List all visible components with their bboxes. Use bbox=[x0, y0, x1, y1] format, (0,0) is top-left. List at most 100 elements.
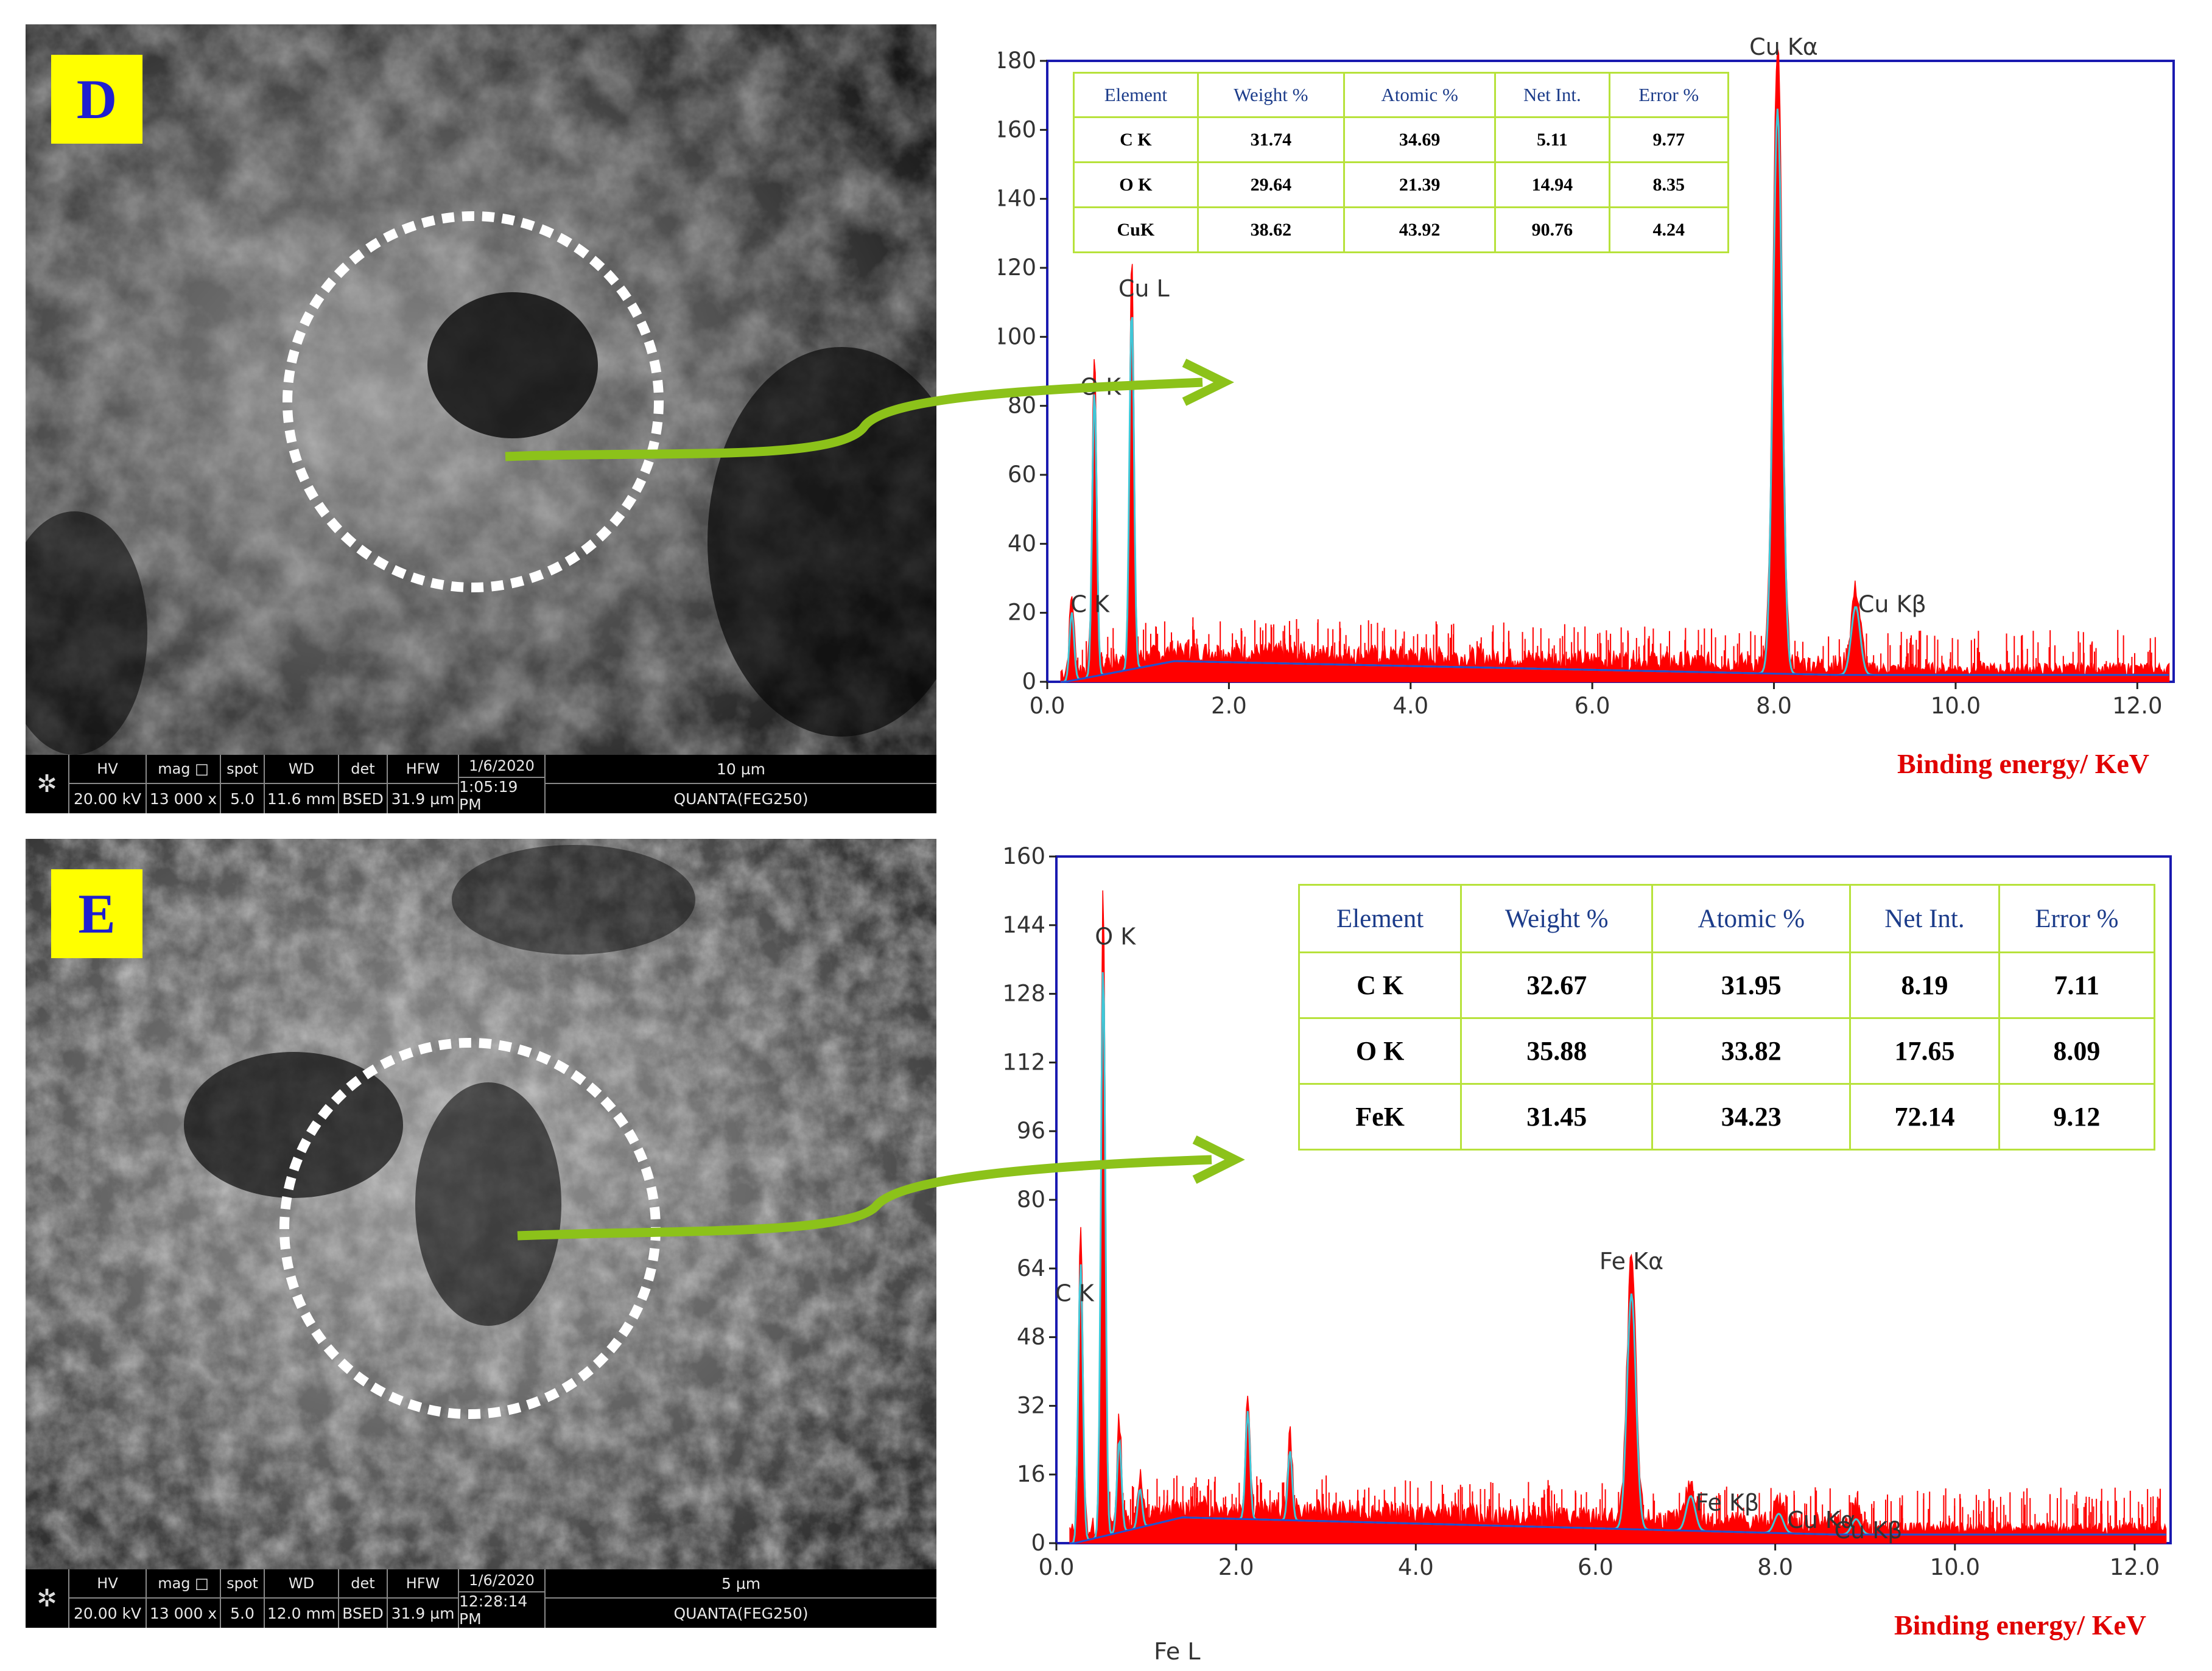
x-tick-label: 6.0 bbox=[1578, 1554, 1613, 1580]
y-tick-label: 0 bbox=[1031, 1530, 1045, 1556]
y-tick-label: 144 bbox=[1002, 912, 1045, 938]
table-header: Net Int. bbox=[1494, 72, 1610, 118]
edx-table-e: Element Weight % Atomic % Net Int. Error… bbox=[1297, 884, 2156, 1151]
table-header: Element bbox=[1297, 884, 1462, 953]
table-row: C K 31.74 34.69 5.11 9.77 bbox=[1073, 116, 1729, 163]
x-axis-label: Binding energy/ KeV bbox=[1894, 1610, 2146, 1641]
mag-cell: mag □ 13 000 x bbox=[147, 755, 221, 813]
table-cell: 5.11 bbox=[1494, 116, 1610, 163]
wd-cell: WD 12.0 mm bbox=[265, 1569, 339, 1628]
wd-cell: WD 11.6 mm bbox=[265, 755, 339, 813]
hv-cell: HV 20.00 kV bbox=[69, 755, 147, 813]
edx-spectrum-d: 0 20 40 60 80 100 120 140 160 180 0.0 2.0 4.0 6.0 8.0 1… bbox=[999, 37, 2175, 779]
table-cell: 38.62 bbox=[1196, 206, 1345, 253]
y-tick-label: 112 bbox=[1002, 1049, 1045, 1075]
table-header: Weight % bbox=[1196, 72, 1345, 118]
peak-label: C K bbox=[1071, 590, 1111, 617]
table-cell: 29.64 bbox=[1196, 161, 1345, 208]
y-tick-label: 60 bbox=[1008, 461, 1036, 488]
datetime-cell: 1/6/2020 1:05:19 PM bbox=[459, 755, 546, 813]
x-tick-label: 12.0 bbox=[2112, 693, 2162, 719]
y-tick-label: 32 bbox=[1017, 1392, 1045, 1418]
panel-label-d: D bbox=[51, 55, 142, 144]
table-row: O K 29.64 21.39 14.94 8.35 bbox=[1073, 161, 1729, 208]
table-cell: 34.69 bbox=[1343, 116, 1497, 163]
peak-label: Fe Kβ bbox=[1696, 1490, 1759, 1516]
y-tick-label: 16 bbox=[1017, 1461, 1045, 1487]
table-row: FeK 31.45 34.23 72.14 9.12 bbox=[1297, 1083, 2156, 1151]
det-cell: det BSED bbox=[339, 755, 388, 813]
y-tick-label: 160 bbox=[1002, 843, 1045, 869]
table-cell: 34.23 bbox=[1651, 1083, 1852, 1151]
peak-label: C K bbox=[1055, 1280, 1095, 1306]
x-tick-label: 4.0 bbox=[1392, 693, 1428, 719]
spot-cell: spot 5.0 bbox=[221, 755, 265, 813]
table-cell: O K bbox=[1073, 161, 1199, 208]
peak-label: Cu L bbox=[1118, 275, 1170, 302]
table-cell: 31.95 bbox=[1651, 951, 1852, 1019]
y-tick-label: 80 bbox=[1017, 1186, 1045, 1213]
x-tick-label: 12.0 bbox=[2110, 1554, 2160, 1580]
table-cell: 33.82 bbox=[1651, 1017, 1852, 1085]
table-header: Atomic % bbox=[1343, 72, 1497, 118]
peak-label: Cu Kβ bbox=[1858, 590, 1926, 617]
x-tick-label: 2.0 bbox=[1211, 693, 1247, 719]
x-tick-label: 4.0 bbox=[1398, 1554, 1434, 1580]
peak-label: Cu Kα bbox=[1749, 37, 1818, 60]
table-cell: C K bbox=[1073, 116, 1199, 163]
sem-databar-e: ✲ HV 20.00 kV mag □ 13 000 x spot 5.0 WD 12.… bbox=[26, 1569, 936, 1628]
y-tick-label: 120 bbox=[999, 254, 1036, 281]
peak-label: O K bbox=[1095, 923, 1136, 950]
table-cell: 35.88 bbox=[1460, 1017, 1654, 1085]
table-header: Atomic % bbox=[1651, 884, 1852, 953]
spot-cell: spot 5.0 bbox=[221, 1569, 265, 1628]
table-cell: 43.92 bbox=[1343, 206, 1497, 253]
x-tick-label: 10.0 bbox=[1931, 693, 1981, 719]
panel-label-e: E bbox=[51, 869, 142, 958]
sem-texture-e bbox=[26, 839, 936, 1569]
x-tick-label: 10.0 bbox=[1930, 1554, 1980, 1580]
hfw-cell: HFW 31.9 µm bbox=[388, 1569, 459, 1628]
y-tick-label: 48 bbox=[1017, 1324, 1045, 1350]
peak-label: O K bbox=[1080, 374, 1122, 401]
table-cell: CuK bbox=[1073, 206, 1199, 253]
x-tick-label: 2.0 bbox=[1218, 1554, 1254, 1580]
y-tick-label: 40 bbox=[1008, 530, 1036, 556]
scale-cell: 5 µm QUANTA(FEG250) bbox=[546, 1569, 936, 1628]
y-tick-label: 128 bbox=[1002, 981, 1045, 1007]
sem-texture-d bbox=[26, 24, 936, 755]
background-line bbox=[1061, 660, 2169, 683]
table-cell: 21.39 bbox=[1343, 161, 1497, 208]
fei-logo-icon: ✲ bbox=[26, 1569, 69, 1628]
table-header: Element bbox=[1073, 72, 1199, 118]
table-header: Net Int. bbox=[1849, 884, 2000, 953]
edx-spectrum-e: 0 16 32 48 64 80 96 112 128 144 160 0.0 2.0 4.0 6.0 8.0… bbox=[1002, 843, 2172, 1665]
mag-cell: mag □ 13 000 x bbox=[147, 1569, 221, 1628]
table-header: Error % bbox=[1608, 72, 1729, 118]
hv-cell: HV 20.00 kV bbox=[69, 1569, 147, 1628]
y-tick-label: 140 bbox=[999, 186, 1036, 212]
x-tick-label: 8.0 bbox=[1756, 693, 1792, 719]
datetime-cell: 1/6/2020 12:28:14 PM bbox=[459, 1569, 546, 1628]
det-cell: det BSED bbox=[339, 1569, 388, 1628]
peak-label: Fe Kα bbox=[1599, 1248, 1663, 1275]
y-tick-label: 0 bbox=[1022, 668, 1036, 695]
hfw-cell: HFW 31.9 µm bbox=[388, 755, 459, 813]
table-cell: 31.74 bbox=[1196, 116, 1345, 163]
table-cell: 8.19 bbox=[1849, 951, 2000, 1019]
table-cell: 14.94 bbox=[1494, 161, 1610, 208]
scale-cell: 10 µm QUANTA(FEG250) bbox=[546, 755, 936, 813]
y-tick-label: 20 bbox=[1008, 600, 1036, 626]
table-cell: 31.45 bbox=[1460, 1083, 1654, 1151]
y-tick-label: 180 bbox=[999, 47, 1036, 74]
y-tick-label: 160 bbox=[999, 116, 1036, 142]
table-row: C K 32.67 31.95 8.19 7.11 bbox=[1297, 951, 2156, 1019]
edx-table-d: Element Weight % Atomic % Net Int. Error… bbox=[1073, 72, 1729, 253]
y-tick-label: 80 bbox=[1008, 393, 1036, 419]
peak-label: Cu Kα bbox=[1787, 1507, 1856, 1533]
peak-label: Fe L bbox=[1154, 1638, 1200, 1665]
x-tick-label: 6.0 bbox=[1575, 693, 1610, 719]
table-cell: 8.35 bbox=[1608, 161, 1729, 208]
y-tick-label: 100 bbox=[999, 323, 1036, 349]
table-cell: 72.14 bbox=[1849, 1083, 2000, 1151]
